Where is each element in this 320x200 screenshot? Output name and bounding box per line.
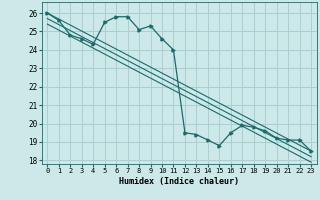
X-axis label: Humidex (Indice chaleur): Humidex (Indice chaleur) — [119, 177, 239, 186]
